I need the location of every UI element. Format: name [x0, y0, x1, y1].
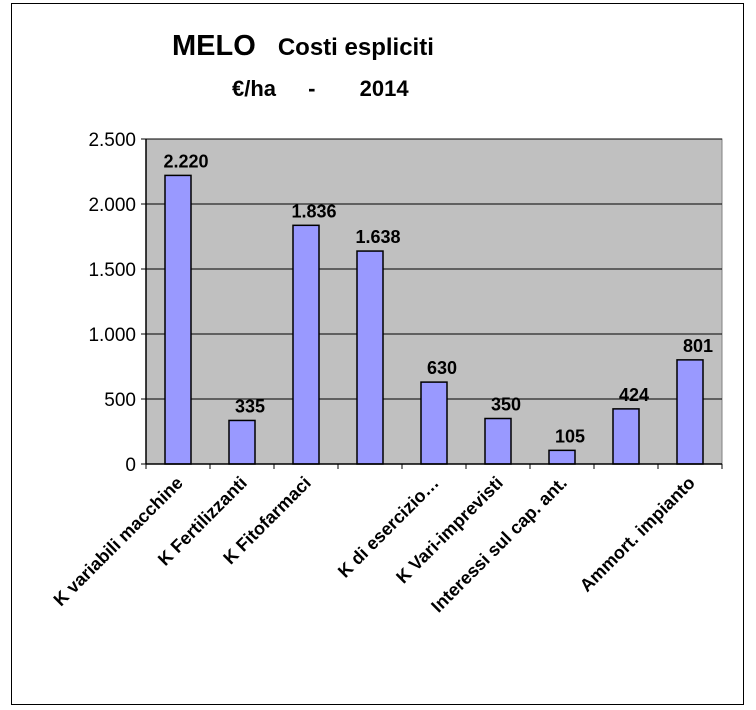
chart-subtitle-unit: €/ha — [232, 76, 277, 101]
x-tick-label-0: K variabili macchine — [50, 473, 187, 610]
y-tick-label-5: 2.500 — [88, 130, 136, 151]
bar-0 — [164, 174, 192, 465]
bar-8 — [676, 359, 704, 465]
y-axis-ticks: 0 500 1.000 1.500 2.000 2.500 — [88, 130, 146, 476]
data-label-8: 801 — [683, 336, 713, 356]
bar-2 — [292, 224, 320, 465]
y-tick-label-3: 1.500 — [88, 260, 136, 281]
svg-text:€/ha - 2014: €/ha - 2014 — [232, 76, 409, 101]
bar-1 — [228, 419, 256, 465]
bar-7 — [612, 408, 640, 465]
chart-title-main: MELO — [172, 30, 256, 62]
y-tick-label-2: 1.000 — [88, 325, 136, 346]
chart-title-rest: Costi espliciti — [278, 34, 434, 61]
bar-4 — [420, 381, 448, 465]
data-label-2: 1.836 — [291, 201, 336, 221]
gridlines — [146, 138, 722, 400]
bars — [164, 174, 704, 465]
data-label-1: 335 — [235, 396, 265, 416]
data-label-4: 630 — [427, 358, 457, 378]
data-label-7: 424 — [619, 385, 649, 405]
data-label-3: 1.638 — [355, 227, 400, 247]
axes — [145, 139, 723, 469]
y-tick-label-0: 0 — [125, 455, 136, 476]
data-label-5: 350 — [491, 395, 521, 415]
data-labels: 2.220 335 1.836 1.638 630 350 105 424 801 — [163, 151, 713, 446]
bar-6 — [548, 449, 576, 465]
x-tick-label-5: K Vari-imprevisti — [392, 473, 507, 588]
bar-5 — [484, 417, 512, 465]
chart-subtitle-sep: - — [308, 76, 315, 101]
y-tick-label-1: 500 — [104, 390, 136, 411]
data-label-6: 105 — [555, 426, 585, 446]
x-tick-label-8: Ammort. impianto — [576, 473, 699, 596]
bar-3 — [356, 250, 384, 465]
svg-text:MELO Costi espliciti: MELO Costi espliciti — [172, 30, 434, 62]
data-label-0: 2.220 — [163, 151, 208, 171]
y-tick-label-4: 2.000 — [88, 195, 136, 216]
chart-subtitle-year: 2014 — [360, 76, 410, 101]
